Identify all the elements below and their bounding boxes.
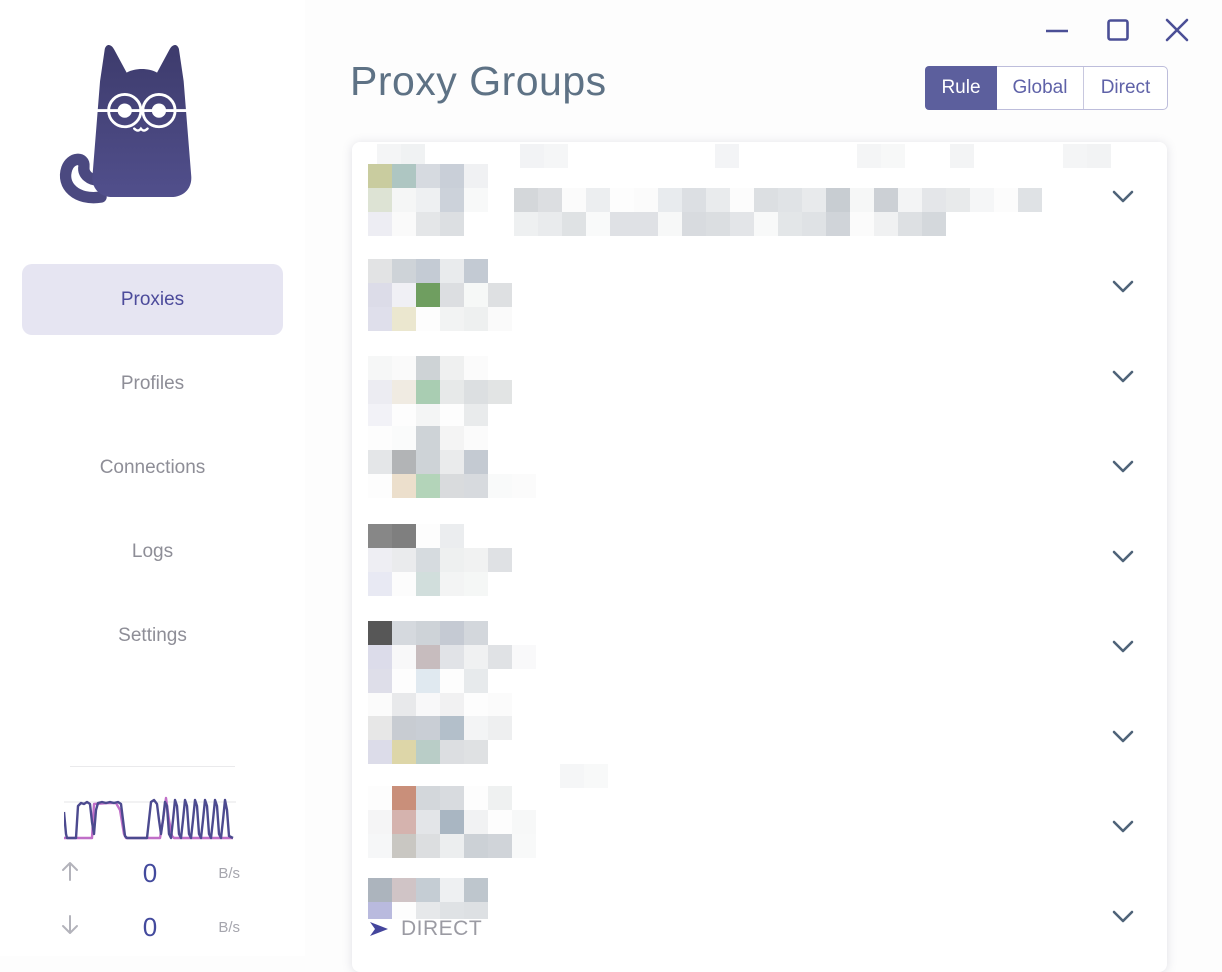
arrow-right-icon (370, 922, 388, 936)
proxy-group-row[interactable] (352, 781, 1167, 871)
sidebar-item-proxies[interactable]: Proxies (22, 264, 283, 335)
chevron-down-icon[interactable] (1112, 550, 1134, 564)
proxy-group-row[interactable]: DIRECT (352, 871, 1167, 962)
cat-body (92, 45, 192, 198)
clash-cat-logo (59, 45, 192, 204)
blurred-mosaic (368, 740, 488, 764)
blurred-mosaic (514, 188, 1042, 212)
sidebar: Proxies Profiles Connections Logs Settin… (0, 0, 305, 956)
blurred-mosaic (368, 645, 536, 669)
blurred-mosaic (368, 669, 488, 693)
proxy-group-row[interactable] (352, 511, 1167, 601)
proxy-group-row[interactable] (352, 421, 1167, 511)
blurred-mosaic (368, 283, 512, 307)
download-speed-row: 0 B/s (60, 910, 240, 944)
proxy-node-direct[interactable]: DIRECT (368, 917, 482, 941)
blurred-mosaic (560, 764, 608, 788)
blurred-mosaic (368, 164, 488, 188)
blurred-mosaic (368, 834, 536, 858)
glasses-left-lens (107, 93, 143, 129)
blurred-mosaic (368, 474, 536, 498)
sidebar-nav: Proxies Profiles Connections Logs Settin… (22, 264, 283, 684)
mode-switch: Rule Global Direct (925, 66, 1168, 110)
blurred-mosaic (368, 716, 512, 740)
mode-button-rule[interactable]: Rule (925, 66, 997, 110)
close-icon[interactable] (1164, 16, 1190, 44)
blurred-mosaic (715, 144, 739, 168)
proxy-groups-list: DIRECT (352, 142, 1167, 962)
arrow-down-icon (60, 913, 106, 942)
upload-speed-unit: B/s (218, 864, 240, 882)
blurred-mosaic (368, 902, 488, 919)
right-pupil (151, 103, 167, 118)
blurred-mosaic (368, 404, 488, 428)
blurred-mosaic (368, 693, 512, 717)
left-pupil (117, 103, 132, 118)
chevron-down-icon[interactable] (1112, 460, 1134, 474)
page-title: Proxy Groups (350, 58, 607, 104)
sidebar-item-profiles[interactable]: Profiles (120, 372, 185, 394)
blurred-mosaic (368, 356, 488, 380)
sidebar-divider (70, 766, 235, 767)
blurred-mosaic (368, 548, 512, 572)
sidebar-item-connections[interactable]: Connections (99, 456, 206, 478)
chevron-down-icon[interactable] (1112, 730, 1134, 744)
upload-speed-value: 0 (142, 857, 158, 888)
blurred-mosaic (857, 144, 905, 168)
blurred-mosaic (368, 188, 488, 212)
blurred-mosaic (1063, 144, 1111, 168)
chevron-down-icon[interactable] (1112, 190, 1134, 204)
blurred-mosaic (368, 426, 488, 450)
blurred-mosaic (368, 786, 512, 810)
download-speed-unit: B/s (218, 918, 240, 936)
upload-speed-row: 0 B/s (60, 856, 240, 890)
proxy-groups-card: DIRECT (352, 142, 1167, 972)
glasses-right-lens (141, 93, 177, 129)
mode-button-direct[interactable]: Direct (1083, 67, 1167, 109)
proxy-group-row[interactable] (352, 142, 1167, 241)
chevron-down-icon[interactable] (1112, 910, 1134, 924)
blurred-mosaic (368, 878, 488, 902)
blurred-mosaic (520, 144, 568, 168)
blurred-mosaic (368, 450, 488, 474)
chevron-down-icon[interactable] (1112, 820, 1134, 834)
proxy-group-row[interactable] (352, 691, 1167, 788)
blurred-mosaic (368, 380, 512, 404)
blurred-mosaic (368, 259, 488, 283)
download-line (64, 798, 234, 840)
blurred-mosaic (368, 524, 464, 548)
sidebar-item-logs[interactable]: Logs (131, 540, 174, 562)
minimize-icon[interactable] (1044, 16, 1070, 44)
traffic-sparkline-chart (64, 796, 236, 840)
download-speed-value: 0 (142, 911, 158, 942)
blurred-mosaic (368, 307, 512, 331)
arrow-up-icon (60, 859, 106, 888)
mode-button-global[interactable]: Global (997, 67, 1083, 109)
proxy-group-row[interactable] (352, 331, 1167, 428)
blurred-mosaic (368, 621, 488, 645)
sidebar-item-settings[interactable]: Settings (118, 624, 187, 646)
cat-tail (59, 153, 107, 204)
blurred-mosaic (514, 212, 946, 236)
blurred-mosaic (368, 212, 464, 236)
chevron-down-icon[interactable] (1112, 370, 1134, 384)
direct-label: DIRECT (401, 917, 483, 940)
proxy-group-row[interactable] (352, 601, 1167, 693)
blurred-mosaic (368, 572, 488, 596)
chevron-down-icon[interactable] (1112, 280, 1134, 294)
blurred-mosaic (950, 144, 974, 168)
proxy-group-row[interactable] (352, 241, 1167, 331)
cat-mouth (133, 126, 149, 132)
blurred-mosaic (368, 810, 536, 834)
maximize-icon[interactable] (1105, 16, 1131, 44)
chevron-down-icon[interactable] (1112, 640, 1134, 654)
